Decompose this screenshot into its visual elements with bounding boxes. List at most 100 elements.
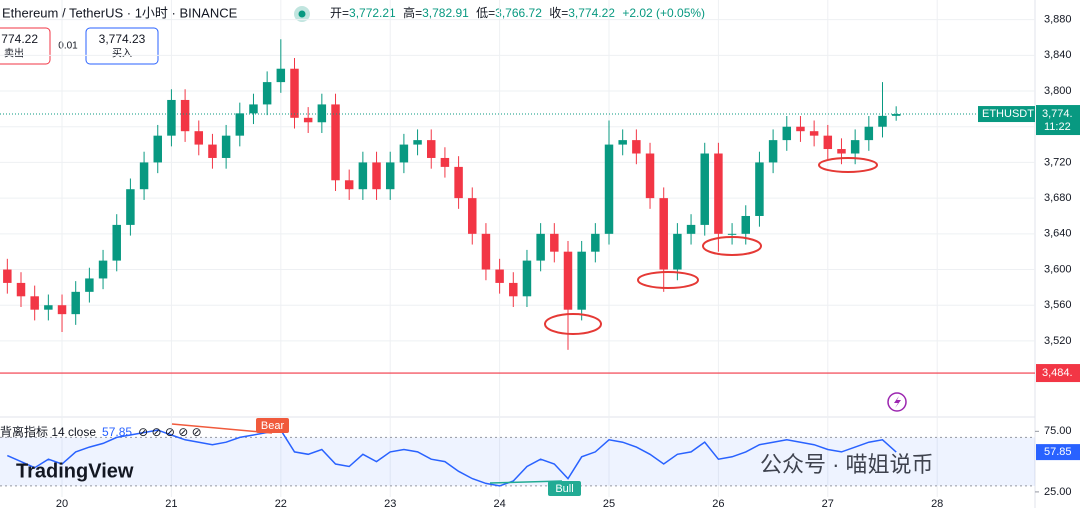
candle-body bbox=[344, 180, 354, 190]
x-tick-label: 20 bbox=[56, 498, 68, 508]
candle-body bbox=[837, 149, 846, 154]
candle-body bbox=[262, 82, 272, 105]
candle-body bbox=[495, 269, 504, 283]
value: 3,782.91 bbox=[422, 6, 469, 20]
candle-body bbox=[221, 135, 231, 158]
divergence-line bbox=[171, 423, 273, 434]
last-price-name bbox=[978, 106, 1035, 123]
candle-body bbox=[290, 68, 299, 118]
price-tag bbox=[1036, 364, 1080, 383]
value: 3,772.21 bbox=[349, 6, 396, 20]
candle-body bbox=[44, 305, 53, 310]
candle-body bbox=[98, 260, 108, 279]
candle-body bbox=[112, 224, 121, 261]
buy-price: 3,774.23 bbox=[99, 32, 146, 46]
candle-body bbox=[563, 251, 573, 310]
candle-body bbox=[550, 233, 559, 252]
price-tag-label: 3,484. bbox=[1042, 367, 1073, 379]
annotation-label: Bull bbox=[555, 483, 573, 495]
flash-icon bbox=[894, 396, 901, 408]
candle-body bbox=[276, 68, 286, 83]
flash-icon[interactable] bbox=[887, 392, 907, 412]
candle-body bbox=[85, 278, 94, 292]
label: 收= bbox=[549, 6, 568, 20]
candle-body bbox=[440, 157, 450, 167]
candle-body bbox=[16, 282, 26, 297]
candle-body bbox=[850, 140, 860, 154]
change: +2.02 (+0.05%) bbox=[622, 6, 705, 20]
y-tick-label: 3,680 bbox=[1044, 192, 1072, 204]
y-tick-label: 3,840 bbox=[1044, 49, 1072, 61]
x-tick-label: 25 bbox=[603, 498, 615, 508]
candle-body bbox=[618, 140, 627, 145]
candle-body bbox=[153, 135, 162, 163]
candle-body bbox=[878, 115, 887, 127]
sell-price: 774.22 bbox=[1, 32, 38, 46]
highlight-ellipse bbox=[544, 313, 602, 335]
y-tick-label: 25.00 bbox=[1044, 486, 1072, 498]
wechat-mark: 公众号 · 喵姐说币 bbox=[760, 452, 934, 477]
candle-body bbox=[481, 233, 491, 270]
chart-title: Ethereum / TetherUS · 1小时 · BINANCE bbox=[2, 5, 238, 20]
x-tick-label: 24 bbox=[493, 498, 505, 508]
label: 低= bbox=[476, 6, 495, 20]
candle-body bbox=[372, 162, 381, 190]
candle-body bbox=[3, 269, 12, 283]
candle-body bbox=[139, 162, 149, 190]
sell-label: 卖出 bbox=[4, 47, 24, 60]
candle-body bbox=[632, 140, 641, 154]
candle-body bbox=[768, 140, 778, 163]
candle-body bbox=[317, 104, 327, 123]
candle-body bbox=[686, 224, 696, 234]
candle-body bbox=[208, 144, 217, 158]
candle-body bbox=[167, 99, 176, 136]
x-tick-label: 26 bbox=[712, 498, 724, 508]
label: 高= bbox=[403, 5, 422, 20]
candle-body bbox=[700, 153, 709, 225]
y-tick-label: 3,520 bbox=[1044, 335, 1072, 347]
value: 3,774.22 bbox=[568, 6, 615, 20]
candle-body bbox=[659, 198, 668, 270]
highlight-ellipse bbox=[818, 157, 878, 173]
last-price-tag bbox=[1036, 105, 1080, 136]
annotation-box bbox=[548, 481, 581, 496]
candle-body bbox=[796, 126, 805, 132]
annotation-box bbox=[256, 418, 289, 433]
annotation-label: Bear bbox=[261, 420, 285, 432]
y-tick-label: 3,880 bbox=[1044, 14, 1072, 26]
countdown-label: 11:22 bbox=[1044, 121, 1071, 133]
indicator-value: 57.85 bbox=[102, 425, 132, 439]
x-tick-label: 21 bbox=[165, 498, 177, 508]
y-tick-label: 3,720 bbox=[1044, 156, 1072, 168]
band bbox=[0, 437, 1035, 486]
tradingview-logo: TradingView bbox=[16, 460, 134, 482]
candle-body bbox=[727, 233, 737, 235]
candle-body bbox=[522, 260, 532, 297]
y-tick-label: 3,640 bbox=[1044, 228, 1072, 240]
candle-body bbox=[235, 113, 245, 136]
status-dot bbox=[298, 10, 306, 18]
value-tag-label: 57.85 bbox=[1044, 446, 1072, 458]
ohlc: 开=3,772.21 高=3,782.91 低=3,766.72 收=3,774… bbox=[330, 5, 705, 20]
candle-body bbox=[194, 131, 204, 145]
watermark: TradingView 公众号 · 喵姐说币 bbox=[16, 452, 934, 482]
candle-body bbox=[809, 131, 819, 136]
highlight-ellipse bbox=[702, 236, 762, 256]
candle-body bbox=[891, 114, 901, 116]
candle-body bbox=[331, 104, 340, 181]
x-tick-label: 22 bbox=[275, 498, 287, 508]
oscillator-line bbox=[6, 429, 897, 487]
candle-body bbox=[823, 135, 833, 150]
y-tick-label: 3,600 bbox=[1044, 263, 1072, 275]
x-tick-label: 27 bbox=[822, 498, 834, 508]
candle-body bbox=[57, 305, 67, 315]
candle-body bbox=[645, 153, 655, 199]
value: 3,766.72 bbox=[495, 6, 542, 20]
label: 开= bbox=[330, 6, 349, 20]
candle-body bbox=[358, 162, 368, 190]
candle-body bbox=[591, 233, 600, 252]
y-tick-label: 3,800 bbox=[1044, 85, 1072, 97]
indicator-icons: ⊘ ⊘ ⊘ ⊘ ⊘ bbox=[138, 425, 202, 439]
